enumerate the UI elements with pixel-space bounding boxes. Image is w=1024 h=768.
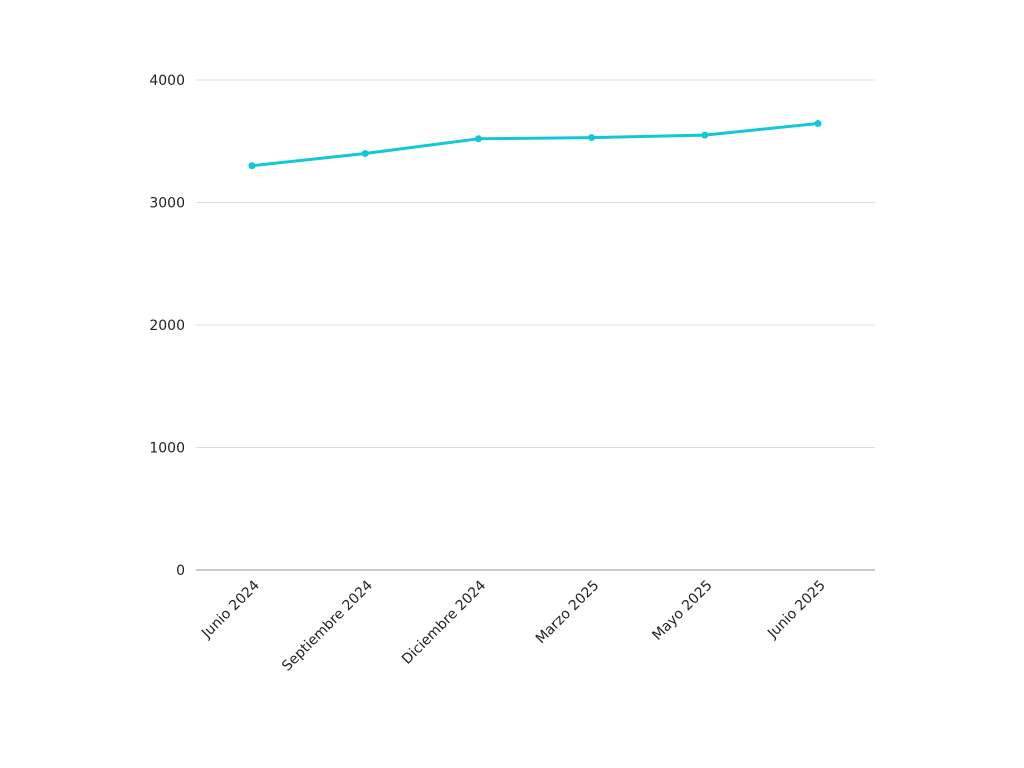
y-tick-label: 2000 (149, 318, 185, 334)
data-point[interactable] (701, 131, 709, 139)
x-tick-label: Junio 2024 (198, 577, 263, 642)
y-tick-label: 0 (176, 563, 185, 579)
x-tick-label: Junio 2025 (764, 578, 829, 643)
data-point[interactable] (248, 162, 256, 170)
series-layer (248, 119, 822, 170)
y-tick-label: 3000 (149, 196, 185, 212)
x-tick-label: Mayo 2025 (649, 578, 715, 644)
x-tick-label: Diciembre 2024 (399, 577, 489, 667)
data-point[interactable] (361, 150, 369, 157)
grid-layer (196, 79, 875, 448)
data-point[interactable] (474, 135, 482, 143)
data-point[interactable] (588, 134, 596, 142)
y-tick-label: 4000 (149, 73, 185, 89)
y-tick-label: 1000 (149, 441, 185, 457)
x-tick-label: Marzo 2025 (533, 578, 603, 648)
series-line (250, 121, 820, 168)
x-tick-label: Septiembre 2024 (279, 577, 376, 674)
data-point[interactable] (814, 119, 822, 127)
